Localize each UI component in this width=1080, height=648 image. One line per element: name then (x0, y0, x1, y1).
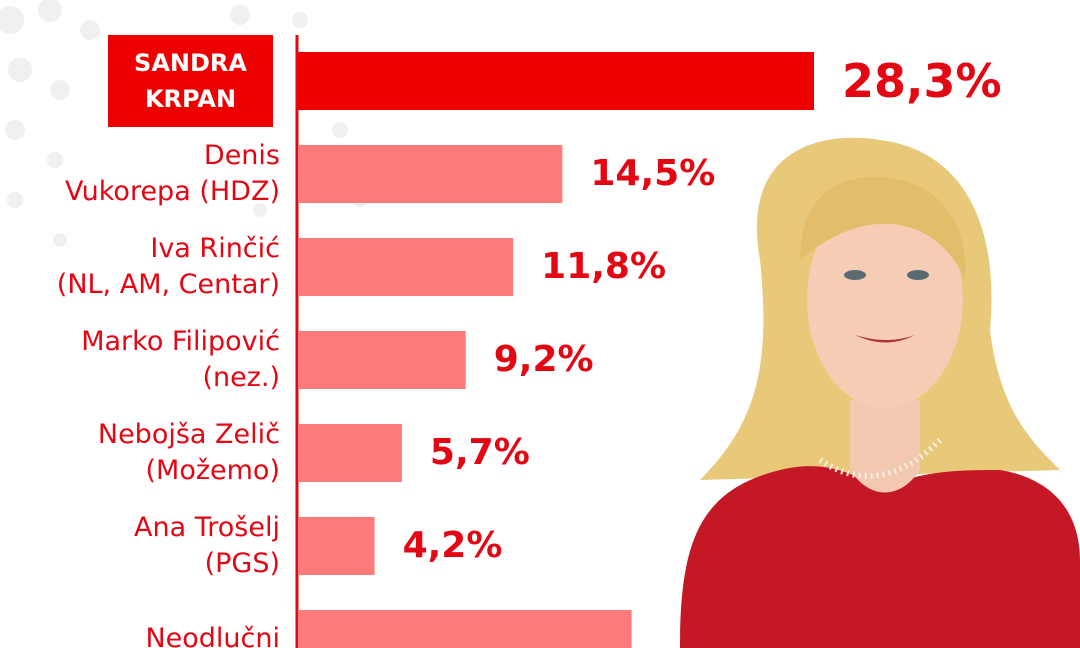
bar (298, 424, 402, 482)
bar (298, 52, 814, 110)
value-label: 4,2% (402, 525, 503, 566)
category-label: Iva Rinčić (NL, AM, Centar) (56, 233, 280, 300)
bar (298, 145, 563, 203)
portrait (680, 137, 1080, 648)
highlight-label: SANDRA KRPAN (108, 35, 273, 127)
category-label: Ana Trošelj (PGS) (134, 512, 280, 579)
category-label: Marko Filipović (nez.) (81, 326, 280, 393)
value-label: 9,2% (493, 339, 594, 380)
bar (298, 238, 514, 296)
category-label: Nebojša Zelič (Možemo) (97, 419, 280, 486)
category-label: Denis Vukorepa (HDZ) (65, 140, 280, 207)
value-label: 28,3% (842, 54, 1002, 108)
value-label: 14,5% (590, 153, 716, 194)
bar (298, 610, 632, 648)
bar (298, 517, 375, 575)
category-label: Neodlučni (145, 623, 280, 648)
value-label: 5,7% (429, 432, 530, 473)
value-label: 11,8% (541, 246, 667, 287)
bar (298, 331, 466, 389)
background-dots (0, 0, 367, 247)
